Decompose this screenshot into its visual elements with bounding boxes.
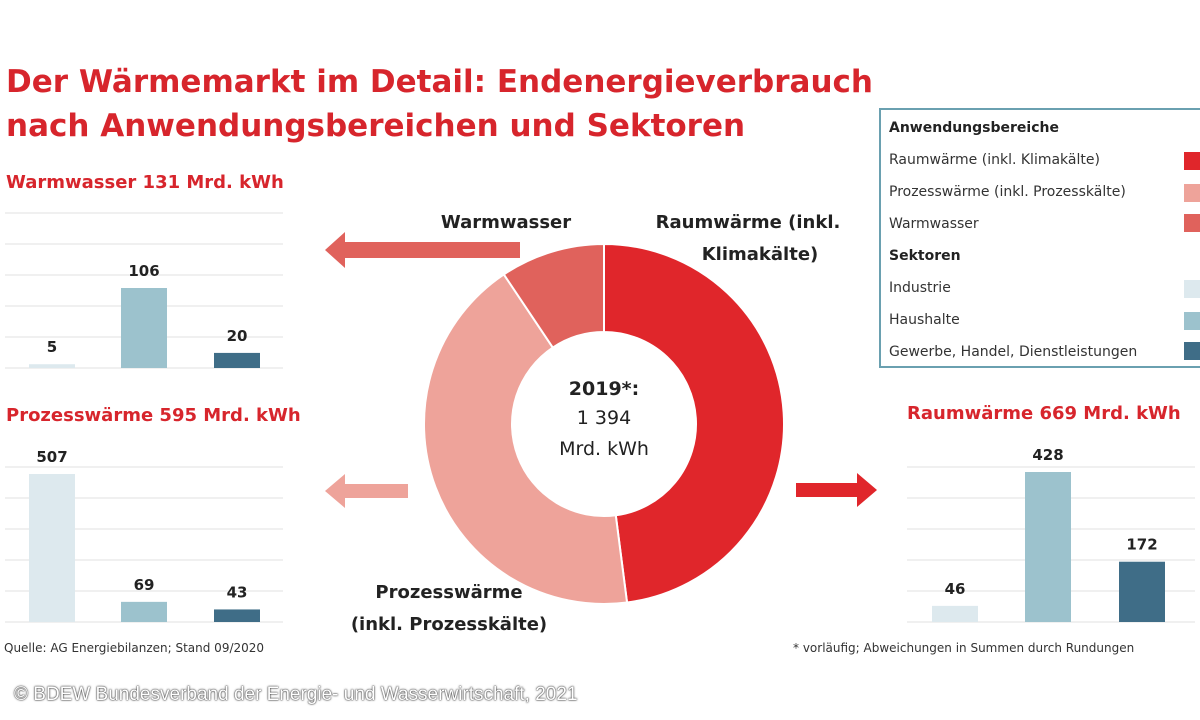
arrows [325,232,877,508]
warmwasser-bar-industrie [29,364,75,368]
donut-label-raumwaerme-1: Raumwärme (inkl. [656,212,841,233]
legend-swatch-gewerbe [1184,342,1200,360]
bars: 5 106 20 507 69 43 46 428 172 [29,262,1165,622]
raumwaerme-panel-title: Raumwärme 669 Mrd. kWh [907,403,1181,424]
raumwaerme-bar-gewerbe [1119,561,1165,622]
footer-source: Quelle: AG Energiebilanzen; Stand 09/202… [4,641,265,655]
raumwaerme-bar-label-gewerbe: 172 [1126,536,1157,554]
legend-label-haushalte: Haushalte [889,312,960,328]
prozesswaerme-bar-gewerbe [214,609,260,622]
donut-slice-raumwaerme [603,242,785,604]
prozesswaerme-bar-label-industrie: 507 [36,448,67,466]
warmwasser-bar-label-gewerbe: 20 [227,327,248,345]
prozesswaerme-bar-haushalte [121,601,167,622]
raumwaerme-bar-haushalte [1025,472,1071,622]
legend-label-warmwasser: Warmwasser [889,216,979,232]
raumwaerme-bar-industrie [932,605,978,622]
legend-swatch-prozesswaerme [1184,184,1200,202]
legend: Anwendungsbereiche Raumwärme (inkl. Klim… [879,108,1200,368]
legend-heading-sektoren: Sektoren [889,248,961,264]
prozesswaerme-bar-label-gewerbe: 43 [227,583,248,601]
donut-label-warmwasser: Warmwasser [441,212,571,233]
footer-note: * vorläufig; Abweichungen in Summen durc… [793,641,1135,655]
title-line-1: Der Wärmemarkt im Detail: Endenergieverb… [6,64,873,100]
legend-label-raumwaerme: Raumwärme (inkl. Klimakälte) [889,152,1100,168]
legend-swatch-raumwaerme [1184,152,1200,170]
legend-swatch-warmwasser [1184,214,1200,232]
donut-slice-warmwasser [502,242,605,349]
donut-label-prozess-1: Prozesswärme [375,582,522,603]
donut-label-raumwaerme-2: Klimakälte) [702,244,819,265]
warmwasser-bar-label-haushalte: 106 [128,262,159,280]
prozesswaerme-bar-industrie [29,474,75,622]
arrow-right-raumwaerme [796,473,877,507]
legend-heading-anwendung: Anwendungsbereiche [889,120,1059,136]
legend-swatch-industrie [1184,280,1200,298]
legend-label-industrie: Industrie [889,280,951,296]
donut-slice-prozesswaerme [423,273,629,605]
prozesswaerme-panel-title: Prozesswärme 595 Mrd. kWh [6,405,301,426]
arrow-left-warmwasser [325,232,520,268]
warmwasser-bar-label-industrie: 5 [47,338,57,356]
raumwaerme-bar-label-industrie: 46 [945,580,966,598]
donut-chart [423,242,785,605]
donut-label-prozess-2: (inkl. Prozesskälte) [351,614,547,635]
warmwasser-bar-haushalte [121,288,167,368]
chart-title: Der Wärmemarkt im Detail: Endenergieverb… [6,60,886,148]
prozesswaerme-bar-label-haushalte: 69 [134,576,155,594]
raumwaerme-bar-label-haushalte: 428 [1032,446,1063,464]
donut-center-line-2: 1 394 [577,407,631,429]
warmwasser-panel-title: Warmwasser 131 Mrd. kWh [6,172,284,193]
donut-center-line-3: Mrd. kWh [559,438,649,460]
arrow-left-prozesswaerme [325,474,408,508]
copyright-notice: © BDEW Bundesverband der Energie- und Wa… [14,684,578,705]
warmwasser-bar-gewerbe [214,352,260,368]
legend-swatch-haushalte [1184,312,1200,330]
donut-center-line-1: 2019*: [569,378,639,400]
title-line-2: nach Anwendungsbereichen und Sektoren [6,108,746,144]
legend-label-prozesswaerme: Prozesswärme (inkl. Prozesskälte) [889,184,1126,200]
legend-label-gewerbe: Gewerbe, Handel, Dienstleistungen [889,344,1138,360]
